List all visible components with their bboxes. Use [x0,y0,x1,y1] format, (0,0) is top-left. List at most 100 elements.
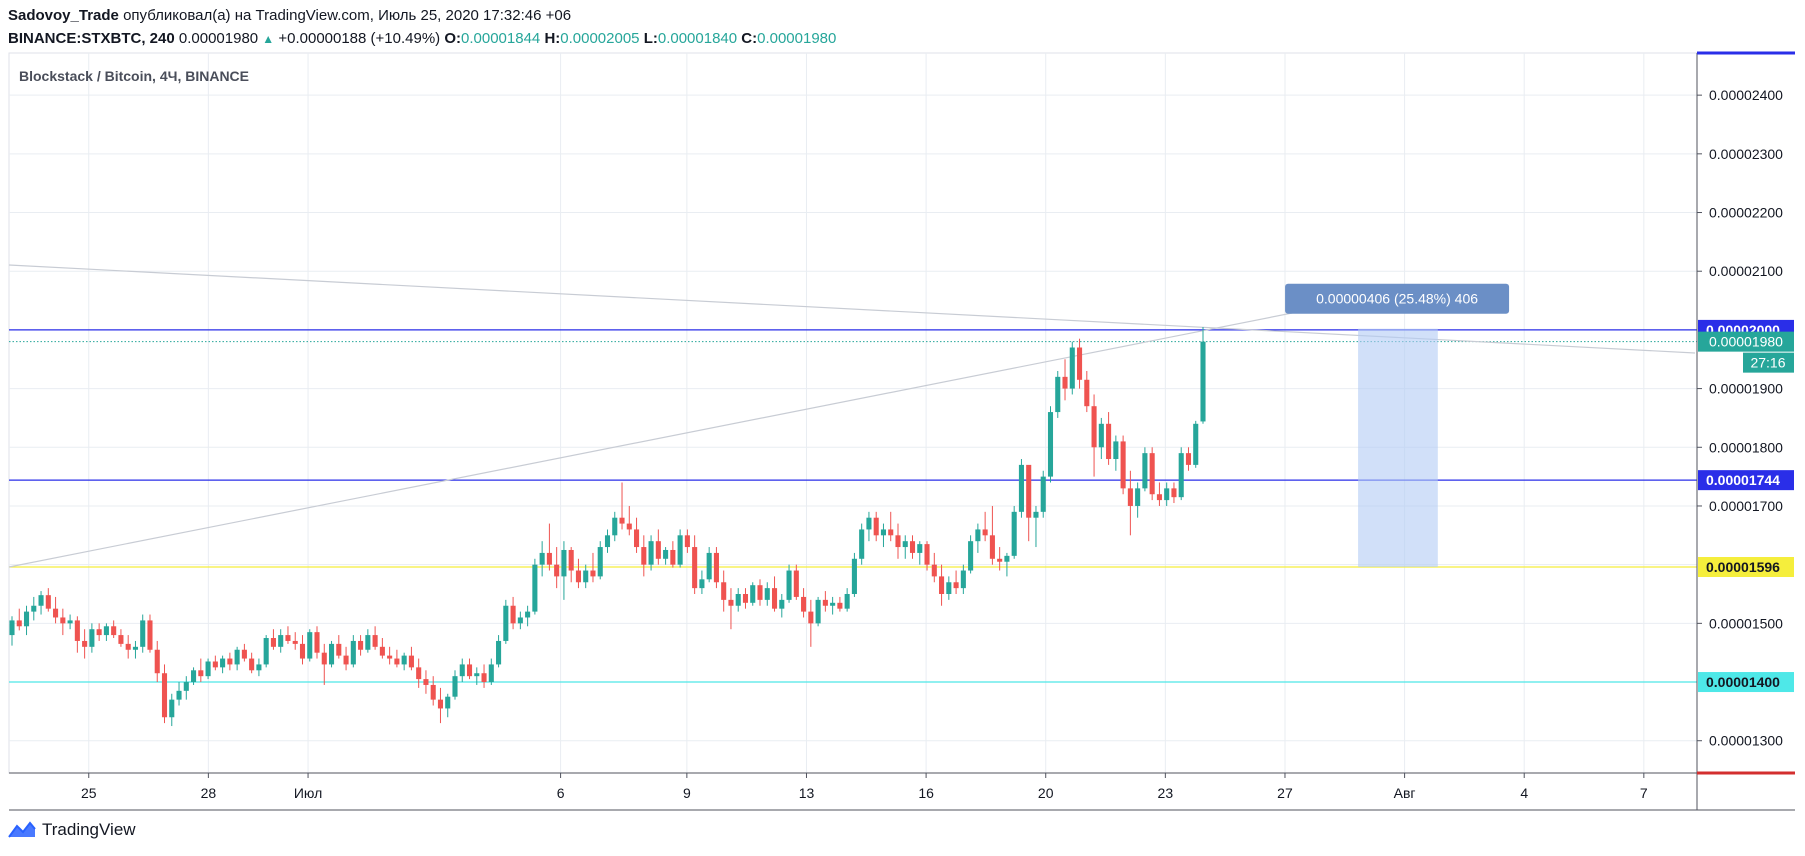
candle-body [604,535,611,548]
candle-body [16,620,22,627]
candle-body [67,620,73,624]
candle-body [416,667,422,680]
tradingview-logo[interactable]: TradingView [8,820,136,840]
chart-grid [8,52,1698,774]
candle-body [968,541,974,571]
candle-body [358,640,364,650]
candlestick-series [9,326,1206,727]
tradingview-brand: TradingView [42,820,136,839]
candle-body [379,646,385,656]
candle-body [481,673,487,683]
low-label: L: [643,30,658,47]
candle-body [939,576,945,594]
last-price: 0.00001980 [178,30,259,47]
candle-body [728,599,734,606]
candle-body [1142,453,1148,489]
candle-body [437,699,444,709]
candle-body [568,549,574,571]
candle-body [532,564,538,612]
x-tick-label: 27 [1277,785,1293,801]
candle-body [742,594,749,603]
candle-body [1026,464,1032,518]
published-text: опубликовал(а) на TradingView.com, Июль … [123,7,572,24]
candle-body [554,564,560,577]
candle-body [169,699,175,718]
candle-body [1069,347,1075,389]
candle-body [1040,476,1046,512]
candle-body [953,582,959,589]
candle-body [132,646,138,650]
ascending-trendline [8,299,1359,568]
chart-title: Blockstack / Bitcoin, 4Ч, BINANCE [19,68,249,84]
candle-body [982,529,988,536]
candle-body [1047,412,1054,477]
candle-body [801,596,807,612]
candle-body [1127,488,1133,506]
candle-body [307,632,313,659]
high-label: H: [544,30,561,47]
candle-body [176,690,182,700]
candle-body [394,658,400,665]
candle-body [561,549,567,577]
level-label: 0.00001596 [1706,559,1780,575]
candle-body [220,658,226,668]
candle-body [1106,423,1112,460]
open-label: O: [444,30,462,47]
candle-body [1077,347,1083,380]
close-label: C: [741,30,758,47]
candle-body [866,517,872,530]
candle-body [365,635,371,650]
candle-body [997,558,1003,562]
candle-body [917,544,923,553]
candle-body [626,523,632,530]
candle-body [771,588,778,609]
candle-body [1171,488,1177,498]
candle-body [154,649,160,674]
candle-body [89,629,95,647]
candle-body [1011,511,1017,556]
candle-body [699,579,705,589]
y-tick-label: 0.00002400 [1709,87,1783,103]
x-tick-label: 25 [81,785,97,801]
candle-body [321,652,327,665]
candle-body [241,649,247,659]
tradingview-logo-icon [8,821,36,838]
candle-body [82,640,88,647]
candle-body [125,643,131,650]
candle-body [401,655,407,665]
candle-body [902,541,908,548]
open-value: 0.00001844 [461,30,541,47]
x-tick-label: 9 [683,785,691,801]
candle-body [786,570,792,600]
candle-body [815,599,821,624]
candle-body [1156,494,1162,501]
measure-range-box [1358,328,1438,568]
candle-body [946,582,952,594]
candle-body [147,620,153,650]
candle-body [1164,488,1170,501]
candle-body [45,595,51,609]
candle-body [278,635,284,647]
y-tick-label: 0.00001900 [1709,381,1783,397]
candle-body [387,655,393,659]
candle-body [256,664,262,671]
candle-body [111,626,117,636]
candle-body [466,664,473,677]
countdown-bg [1743,352,1794,373]
countdown-label: 27:16 [1750,355,1785,371]
y-tick-label: 0.00002100 [1709,263,1783,279]
candle-body [721,582,727,600]
candle-body [263,638,269,665]
author-name[interactable]: Sadovoy_Trade [8,7,119,24]
candle-body [924,544,930,565]
candle-body [909,541,916,553]
candle-body [1018,464,1024,512]
candle-body [706,552,712,580]
candle-body [96,629,102,636]
current-price-label: 0.00001980 [1709,334,1783,350]
candle-body [299,643,306,659]
candle-body [837,602,843,609]
candle-body [960,570,966,589]
candle-body [118,635,124,644]
